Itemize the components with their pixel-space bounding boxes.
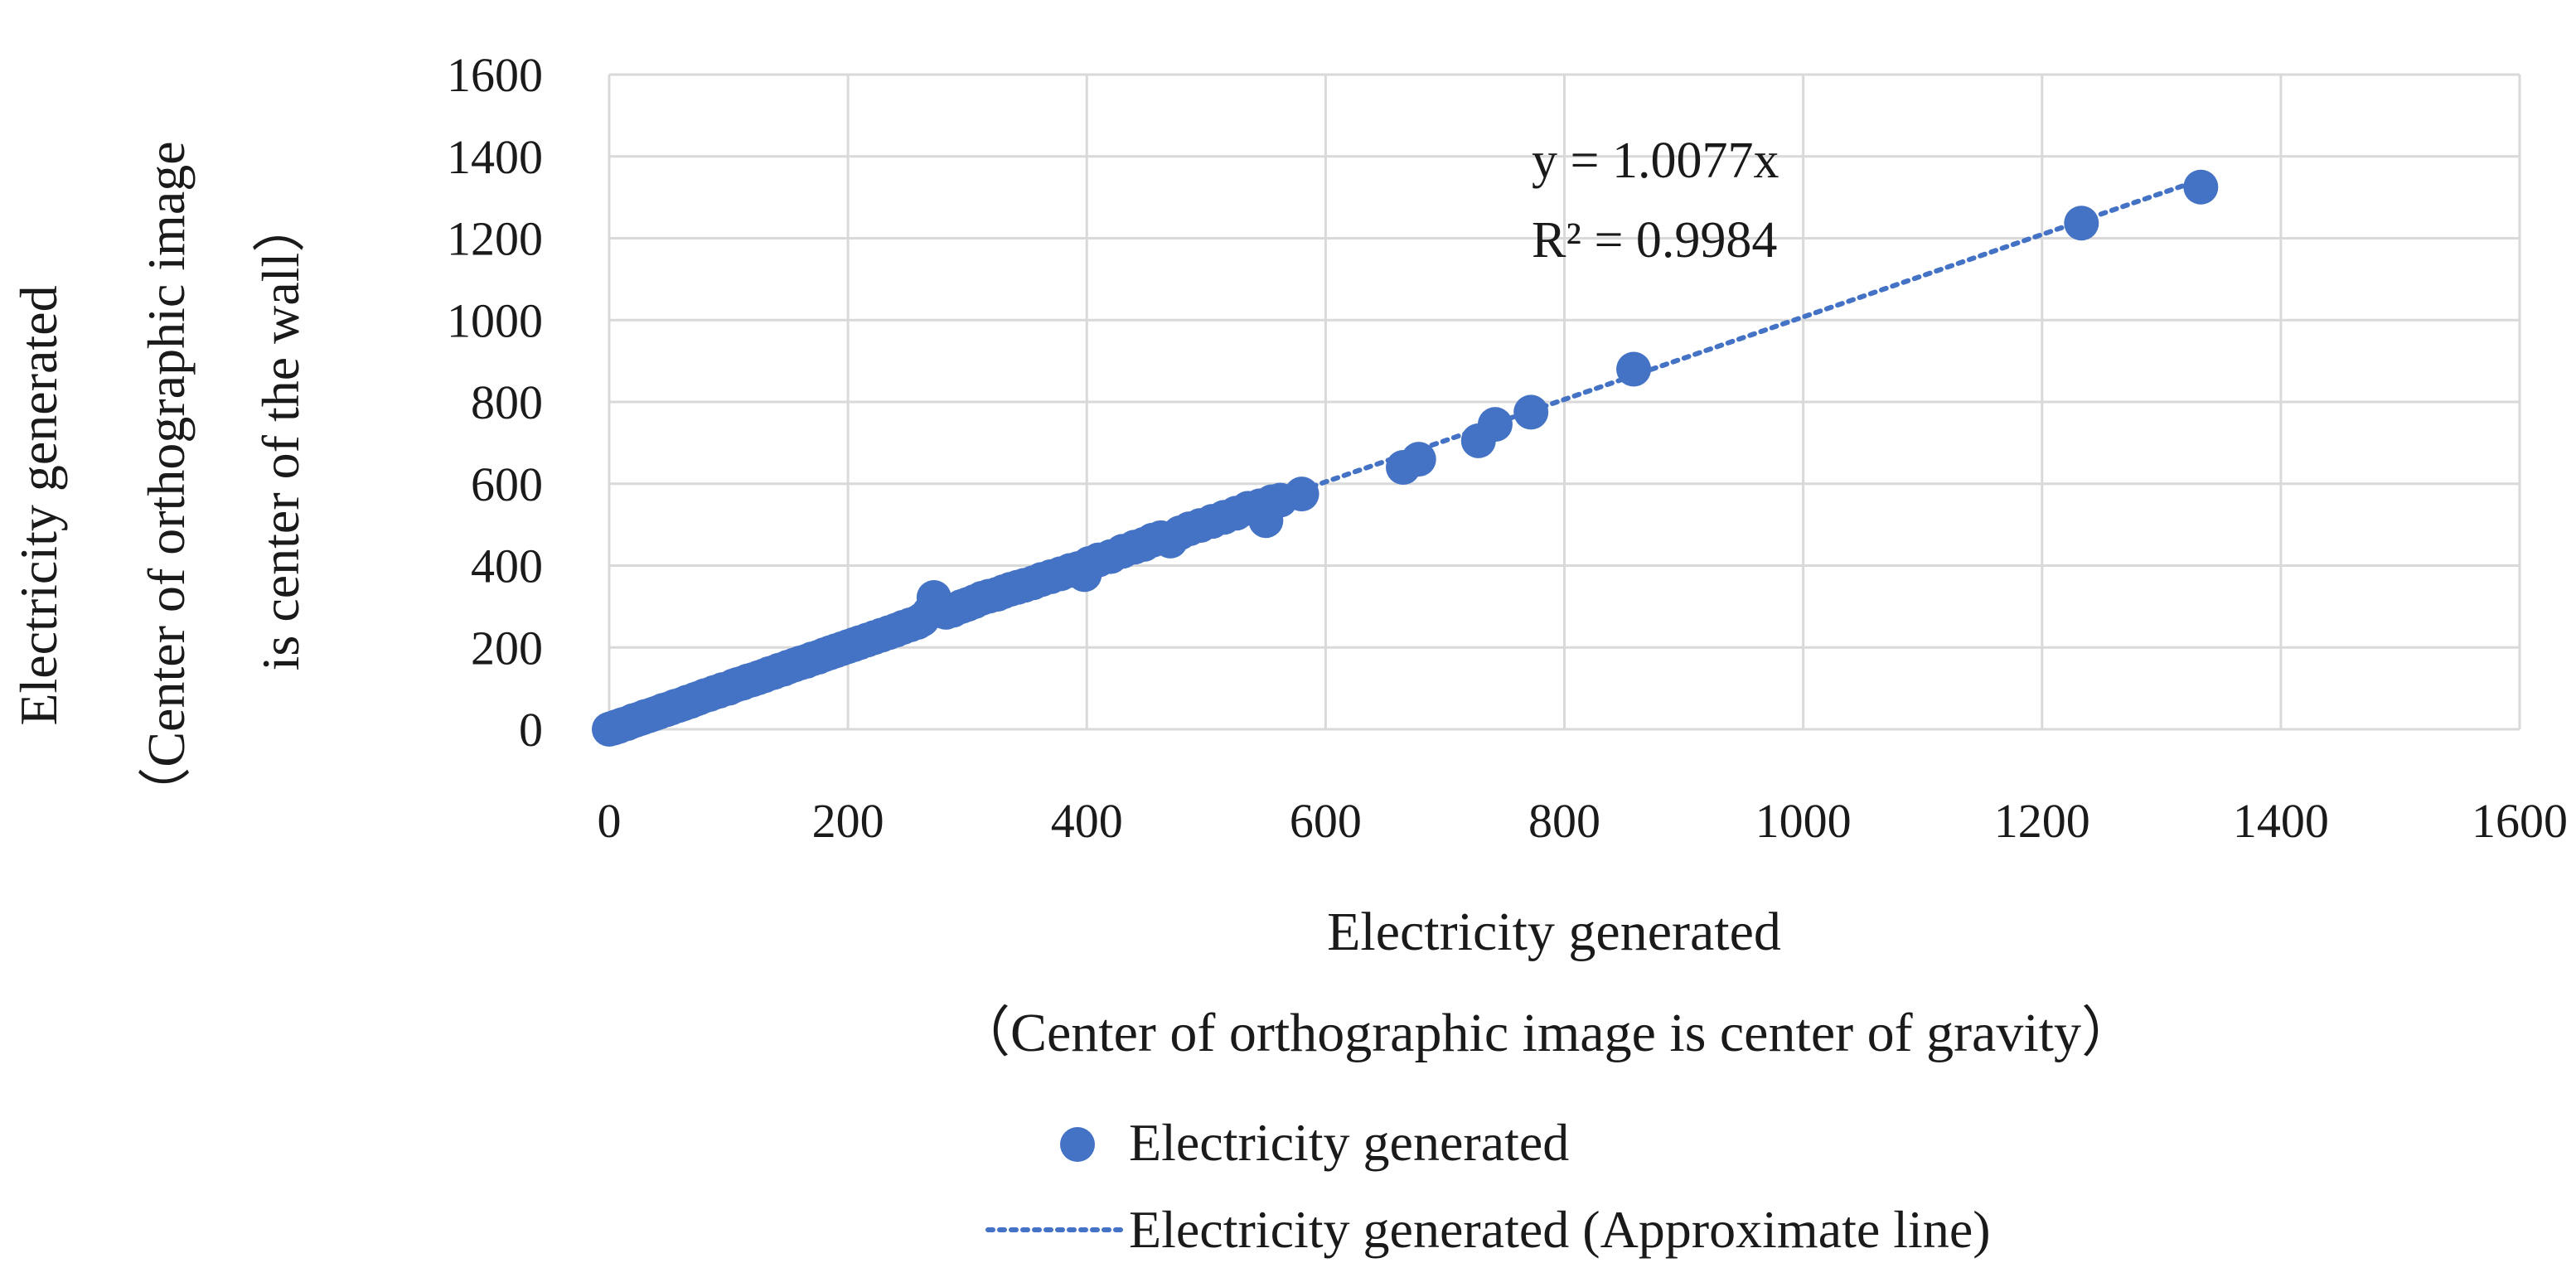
y-tick-label: 600 (471, 457, 543, 511)
y-axis-title: Electricity generated (9, 285, 68, 725)
x-axis-title: Electricity generated (1327, 902, 1781, 962)
y-tick-label: 200 (471, 621, 543, 675)
legend-label-points: Electricity generated (1129, 1113, 1569, 1172)
y-tick-label: 0 (519, 703, 543, 757)
legend-label-line: Electricity generated (Approximate line) (1129, 1200, 1991, 1259)
legend: Electricity generated Electricity genera… (985, 1113, 1991, 1259)
data-point (1401, 442, 1436, 477)
legend-marker-points (1060, 1127, 1095, 1162)
x-tick-label: 600 (1290, 794, 1362, 848)
y-tick-label: 1000 (447, 293, 543, 347)
data-point (1513, 394, 1549, 430)
data-point (1477, 407, 1513, 443)
data-point (1616, 351, 1652, 387)
tick-labels-layer: 0 200 400 600 800 1000 1200 1400 1600 0 200 400 600 8… (447, 48, 2568, 848)
x-tick-label: 1400 (2233, 794, 2329, 848)
y-tick-label: 400 (471, 539, 543, 593)
data-point (2064, 206, 2099, 241)
trendline-r2: R² = 0.9984 (1532, 212, 1777, 269)
y-axis-subtitle-1: （Center of orthographic image (137, 141, 196, 820)
x-axis-subtitle: （Center of orthographic image is center … (956, 1003, 2136, 1063)
x-tick-label: 200 (812, 794, 884, 848)
y-tick-label: 800 (471, 375, 543, 429)
y-tick-label: 1200 (447, 212, 543, 266)
y-tick-label: 1600 (447, 48, 543, 102)
data-points-layer (592, 169, 2219, 747)
data-point (1284, 477, 1319, 512)
y-axis-subtitle-2: is center of the wall） (251, 200, 310, 671)
x-tick-label: 1000 (1755, 794, 1852, 848)
x-tick-label: 800 (1528, 794, 1600, 848)
x-tick-label: 0 (598, 794, 622, 848)
x-tick-label: 400 (1051, 794, 1123, 848)
data-point (2183, 169, 2219, 205)
x-tick-label: 1200 (1994, 794, 2090, 848)
x-tick-label: 1600 (2472, 794, 2568, 848)
y-tick-label: 1400 (447, 130, 543, 184)
trendline-equation: y = 1.0077x (1532, 133, 1779, 189)
